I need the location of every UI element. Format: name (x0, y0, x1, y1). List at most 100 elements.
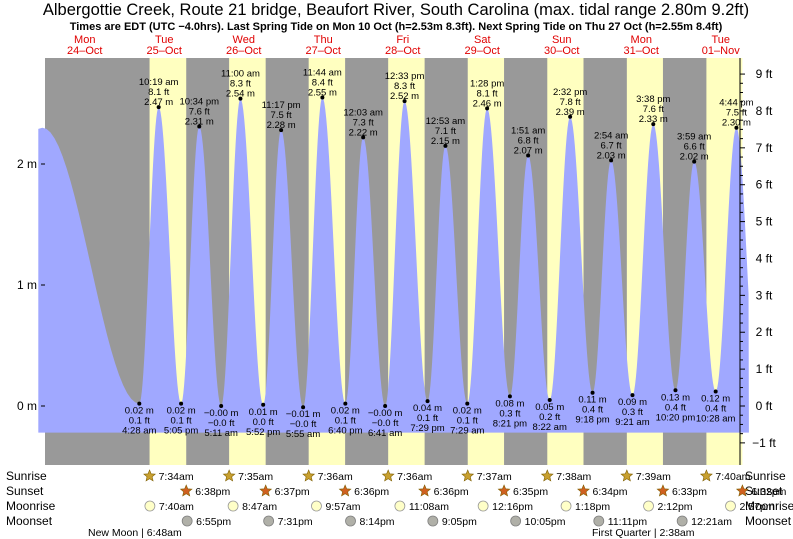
high-tide-dot (443, 143, 448, 148)
sunrise-icon (699, 469, 713, 482)
high-tide-feet: 6.7 ft (601, 140, 622, 151)
day-date: 25–Oct (147, 45, 182, 57)
sunset-time: 6:32pm (751, 486, 786, 498)
sunrise-time: 7:38am (556, 471, 591, 483)
low-tide-meters: 0.02 m (167, 406, 196, 417)
moonrise-time: 7:40am (159, 501, 194, 513)
high-tide-time: 3:38 pm (636, 94, 670, 105)
day-name: Thu (314, 34, 333, 46)
high-tide-meters: 2.03 m (597, 150, 626, 161)
high-tide-meters: 2.22 m (349, 127, 378, 138)
low-tide-time: 5:55 am (286, 429, 320, 440)
moonset-icon (427, 515, 439, 527)
sunset-icon (577, 484, 590, 497)
right-tick-label: 0 ft (756, 399, 773, 413)
sunrise-icon (222, 469, 236, 482)
low-tide-dot (465, 401, 470, 406)
low-tide-dot (547, 397, 552, 402)
left-tick-label: 1 m (17, 278, 37, 292)
left-tick-label: 2 m (17, 157, 37, 171)
sunrise-time: 7:34am (159, 471, 194, 483)
moonset-time: 12:21am (691, 516, 732, 528)
sunset-time: 6:36pm (434, 486, 469, 498)
sunset-time: 6:34pm (593, 486, 628, 498)
moonrise-icon (477, 500, 489, 512)
day-date: 01–Nov (702, 45, 740, 57)
day-date: 26–Oct (226, 45, 261, 57)
day-date: 27–Oct (306, 45, 341, 57)
right-tick-label: 4 ft (756, 251, 773, 265)
moonrise-row-label-right: Moonrise (745, 499, 793, 513)
moonrise-icon (227, 500, 239, 512)
sunrise-time: 7:35am (238, 471, 273, 483)
left-tick-label: 0 m (17, 399, 37, 413)
high-tide-feet: 6.8 ft (518, 136, 539, 147)
high-tide-time: 1:28 pm (470, 78, 504, 89)
low-tide-dot (713, 389, 718, 394)
day-labels: Mon24–OctTue25–OctWed26–OctThu27–OctFri2… (67, 34, 740, 57)
low-tide-dot (630, 393, 635, 398)
low-tide-time: 8:21 pm (493, 418, 527, 429)
low-tide-time: 5:05 pm (164, 426, 198, 437)
high-tide-time: 1:51 am (511, 126, 545, 137)
high-tide-feet: 8.3 ft (230, 79, 251, 90)
day-name: Sun (552, 34, 572, 46)
high-tide-dot (609, 158, 614, 163)
sunset-time: 6:38pm (195, 486, 230, 498)
day-date: 31–Oct (624, 45, 659, 57)
low-tide-feet: −0.0 ft (208, 418, 235, 429)
low-tide-feet: 0.4 ft (582, 405, 603, 416)
low-tide-dot (673, 388, 678, 393)
moonset-icon (181, 515, 193, 527)
right-tick-label: 6 ft (756, 178, 773, 192)
moonset-row-label-right: Moonset (745, 514, 792, 528)
high-tide-time: 2:54 am (594, 130, 628, 141)
moonset-icon (676, 515, 688, 527)
moonrise-icon (311, 500, 322, 512)
sunrise-icon (143, 469, 157, 482)
sunrise-time: 7:37am (477, 471, 512, 483)
tide-water-area (38, 97, 749, 433)
low-tide-feet: 0.3 ft (499, 408, 520, 419)
right-tick-label: 9 ft (756, 67, 773, 81)
high-tide-dot (361, 135, 366, 140)
new-moon-label: New Moon | 6:48am (88, 527, 182, 539)
day-date: 30–Oct (544, 45, 579, 57)
moonrise-time: 8:47am (242, 501, 277, 513)
high-tide-dot (692, 159, 697, 164)
high-tide-time: 3:59 am (677, 132, 711, 143)
right-tick-label: 5 ft (756, 215, 773, 229)
low-tide-meters: 0.01 m (249, 407, 278, 418)
high-tide-feet: 8.3 ft (394, 81, 415, 92)
low-tide-feet: −0.0 ft (372, 418, 399, 429)
low-tide-dot (261, 402, 266, 407)
low-tide-feet: 0.1 ft (335, 416, 356, 427)
high-tide-time: 11:44 am (303, 67, 342, 78)
high-tide-feet: 7.8 ft (560, 97, 581, 108)
low-tide-meters: 0.08 m (495, 398, 524, 409)
sunrise-time: 7:36am (318, 471, 353, 483)
low-tide-dot (179, 401, 184, 406)
low-tide-meters: −0.00 m (368, 408, 403, 419)
day-name: Wed (233, 34, 255, 46)
low-tide-time: 10:20 pm (656, 412, 696, 423)
high-tide-feet: 7.6 ft (189, 106, 210, 117)
low-tide-time: 9:21 am (615, 417, 649, 428)
high-tide-feet: 8.4 ft (312, 77, 333, 88)
low-tide-feet: 0.0 ft (253, 417, 274, 428)
high-tide-time: 12:53 am (426, 116, 466, 127)
high-tide-meters: 2.46 m (473, 98, 502, 109)
high-tide-feet: 7.1 ft (435, 126, 456, 137)
day-name: Sat (474, 34, 491, 46)
right-tick-label: 3 ft (756, 288, 773, 302)
low-tide-feet: 0.1 ft (171, 416, 192, 427)
sunset-time: 6:35pm (513, 486, 548, 498)
high-tide-time: 10:19 am (139, 77, 179, 88)
low-tide-feet: 0.1 ft (129, 416, 150, 427)
low-tide-dot (590, 390, 595, 395)
low-tide-meters: 0.09 m (618, 397, 647, 408)
sunrise-time: 7:39am (636, 471, 671, 483)
axes-layer: 0 m 1 m 2 m −1 ft 0 ft 1 ft 2 ft 3 ft 4 ft 5 ft 6 … (17, 58, 777, 465)
sunrise-row-label-left: Sunrise (6, 469, 47, 483)
high-tide-meters: 2.54 m (226, 89, 255, 100)
